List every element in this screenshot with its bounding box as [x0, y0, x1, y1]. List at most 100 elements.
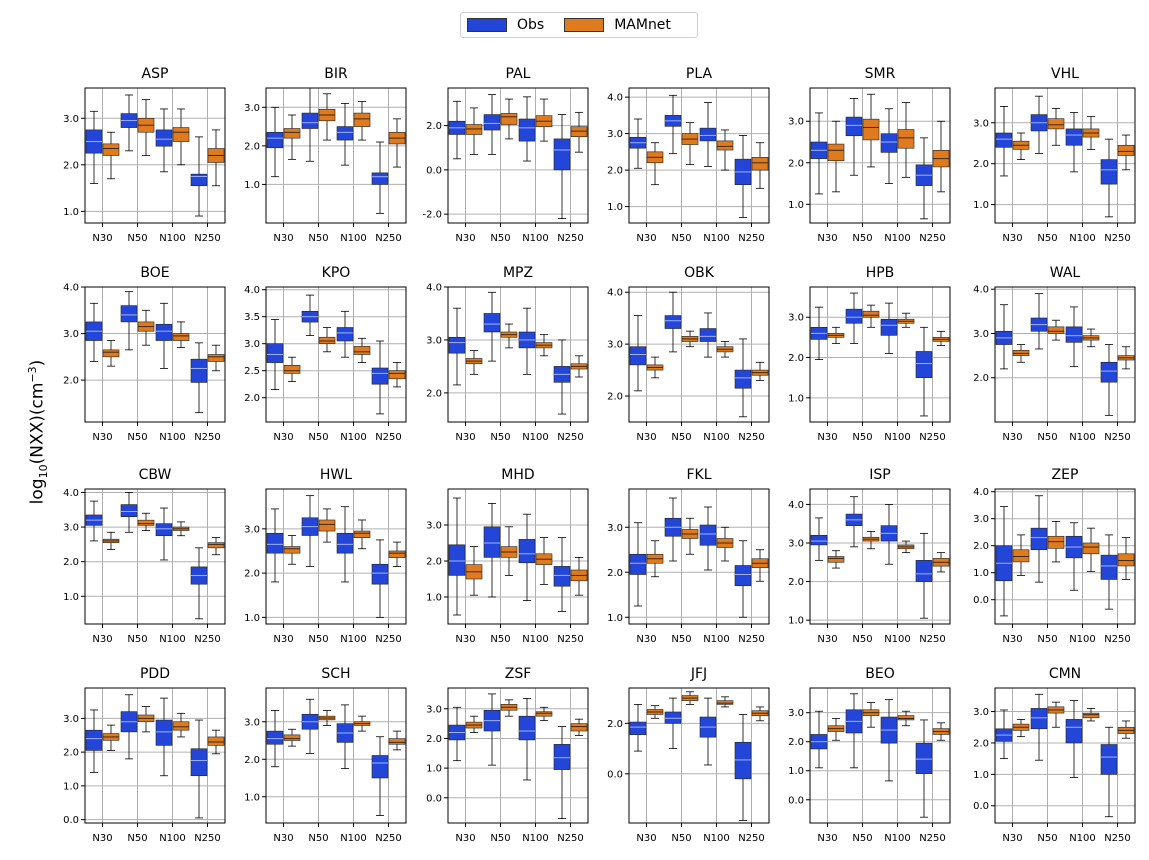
y-tick-label: 0.0 — [607, 769, 623, 780]
x-tick-label: N30 — [1002, 833, 1022, 844]
box-obs-n250 — [190, 342, 208, 414]
panel-title: BOE — [140, 265, 169, 281]
x-tick-label: N50 — [1037, 432, 1057, 443]
box-mamnet-n100 — [535, 537, 553, 585]
box-body — [266, 132, 284, 149]
box-mamnet-n50 — [500, 699, 518, 717]
x-tick-label: N100 — [1069, 233, 1096, 244]
y-tick-label: 2.0 — [788, 737, 804, 748]
box-obs-n100 — [518, 513, 536, 601]
box-obs-n100 — [336, 310, 354, 358]
x-tick-label: N50 — [308, 233, 328, 244]
box-body — [629, 553, 647, 575]
box-body — [85, 729, 103, 751]
box-obs-n30 — [266, 106, 284, 178]
box-mamnet-n50 — [862, 304, 880, 328]
box-body — [699, 524, 717, 546]
panel-title: PLA — [686, 66, 713, 82]
box-mamnet-n100 — [353, 337, 371, 364]
box-obs-n250 — [553, 726, 571, 819]
y-tick-label: 4.0 — [63, 283, 79, 294]
box-mamnet-n30 — [827, 120, 845, 193]
box-mamnet-n250 — [570, 557, 588, 596]
y-tick-label: 2.0 — [973, 159, 989, 170]
x-tick-label: N30 — [92, 432, 112, 443]
x-tick-label: N30 — [455, 833, 475, 844]
panel-frame — [447, 687, 589, 824]
x-tick-label: N30 — [92, 634, 112, 645]
legend-label-mamnet: MAMnet — [614, 17, 671, 33]
x-tick-label: N30 — [273, 233, 293, 244]
box-obs-n30 — [85, 500, 103, 542]
y-tick-label: 2.5 — [244, 366, 260, 377]
box-obs-n250 — [371, 736, 389, 816]
box-mamnet-n30 — [465, 350, 483, 375]
box-mamnet-n100 — [353, 715, 371, 732]
y-tick-label: 2.0 — [973, 541, 989, 552]
box-body — [318, 336, 336, 345]
y-tick-label: 4.0 — [607, 288, 623, 299]
box-mamnet-n50 — [681, 330, 699, 348]
y-tick-label: 2.0 — [788, 353, 804, 364]
box-body — [827, 556, 845, 563]
x-tick-label: N100 — [703, 833, 730, 844]
box-body — [1100, 159, 1118, 185]
panel-vhl: 1.0 2.0 3.0 N30 N50 N100 N250 VHL — [973, 66, 1136, 244]
box-mamnet-n100 — [897, 540, 915, 554]
box-mamnet-n50 — [318, 710, 336, 726]
box-body — [155, 323, 173, 341]
box-mamnet-n30 — [465, 546, 483, 596]
box-obs-n250 — [915, 532, 933, 619]
panel-hwl: 1.0 2.0 3.0 N30 N50 N100 N250 HWL — [244, 467, 407, 645]
x-tick-label: N250 — [919, 833, 946, 844]
box-body — [1117, 553, 1135, 567]
box-mamnet-n250 — [388, 362, 406, 388]
box-mamnet-n30 — [1012, 718, 1030, 738]
box-body — [190, 358, 208, 383]
x-tick-label: N250 — [375, 432, 402, 443]
box-body — [371, 563, 389, 585]
panel-frame — [809, 488, 951, 625]
panel-title: HPB — [866, 265, 895, 281]
panel-title: PAL — [506, 66, 531, 82]
box-body — [371, 755, 389, 779]
y-axis-label-base: log — [27, 478, 48, 505]
box-body — [699, 328, 717, 342]
box-mamnet-n50 — [862, 93, 880, 168]
box-mamnet-n50 — [862, 702, 880, 728]
x-tick-label: N250 — [557, 233, 584, 244]
y-tick-label: 3.0 — [63, 523, 79, 534]
x-tick-label: N50 — [308, 634, 328, 645]
box-body — [283, 546, 301, 554]
x-tick-label: N100 — [340, 634, 367, 645]
y-tick-label: 2.0 — [973, 738, 989, 749]
y-tick-label: 1.0 — [63, 207, 79, 218]
box-mamnet-n30 — [102, 340, 120, 367]
box-obs-n100 — [699, 697, 717, 766]
box-body — [207, 354, 225, 362]
box-mamnet-n30 — [646, 142, 664, 186]
box-obs-n100 — [1065, 306, 1083, 368]
box-obs-n30 — [629, 522, 647, 607]
y-tick-label: 4.0 — [607, 93, 623, 104]
panel-beo: 0.0 1.0 2.0 3.0 N30 N50 N100 N250 BEO — [788, 666, 951, 844]
x-tick-label: N250 — [194, 233, 221, 244]
box-body — [1117, 144, 1135, 156]
box-obs-n100 — [336, 506, 354, 583]
y-tick-label: 2.0 — [426, 557, 442, 568]
y-tick-label: 3.0 — [973, 707, 989, 718]
box-obs-n30 — [810, 517, 828, 561]
panel-frame — [809, 87, 951, 224]
box-body — [371, 172, 389, 185]
panel-title: CMN — [1049, 666, 1081, 682]
y-tick-label: 2.0 — [607, 568, 623, 579]
box-obs-n250 — [915, 326, 933, 417]
box-mamnet-n100 — [172, 521, 190, 537]
x-tick-label: N100 — [884, 233, 911, 244]
box-body — [629, 346, 647, 366]
x-tick-label: N30 — [1002, 233, 1022, 244]
panel-title: KPO — [322, 265, 351, 281]
box-body — [1012, 549, 1030, 563]
box-mamnet-n30 — [646, 356, 664, 379]
x-tick-label: N100 — [340, 833, 367, 844]
